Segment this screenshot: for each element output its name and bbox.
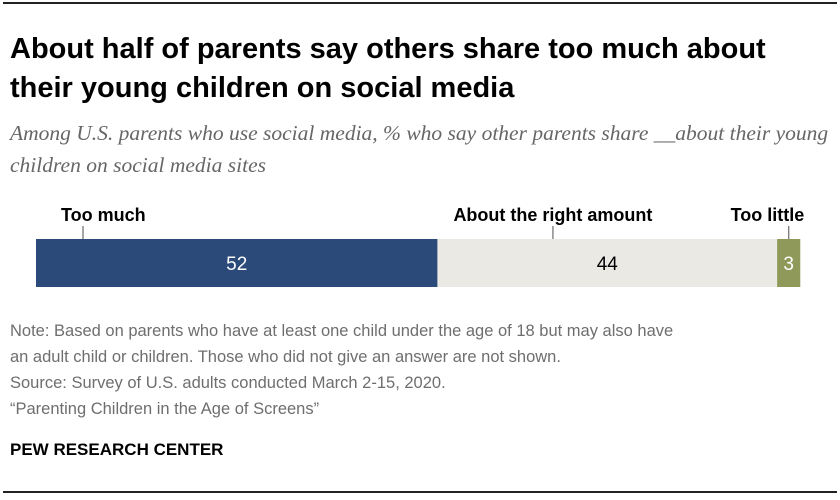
notes-block: Note: Based on parents who have at least… — [10, 318, 830, 422]
category-label-about-the-right-amount: About the right amount — [453, 205, 652, 225]
brand-name: PEW RESEARCH CENTER — [10, 440, 224, 459]
chart-subtitle: Among U.S. parents who use social media,… — [10, 121, 829, 177]
report-title-line: “Parenting Children in the Age of Screen… — [10, 400, 320, 418]
value-label-too-much: 52 — [226, 254, 247, 275]
bar-segment-about-the-right-amount — [437, 239, 778, 287]
bar-segment-too-little — [777, 239, 801, 287]
top-rule — [3, 2, 837, 4]
stacked-bar-chart: 52 Too much 44 About the right amount 3 Too l… — [0, 195, 840, 295]
bottom-rule — [3, 491, 837, 493]
category-label-too-much: Too much — [61, 205, 146, 225]
note-line-1: Note: Based on parents who have at least… — [10, 322, 674, 340]
source-line: Source: Survey of U.S. adults conducted … — [10, 374, 446, 392]
note-line-2: an adult child or children. Those who di… — [10, 348, 561, 366]
chart-title: About half of parents say others share t… — [10, 33, 766, 104]
category-label-too-little: Too little — [731, 205, 805, 225]
value-label-too-little: 3 — [783, 254, 794, 275]
chart-svg: 52 Too much 44 About the right amount 3 Too l… — [36, 205, 805, 287]
value-label-about-the-right-amount: 44 — [597, 254, 619, 275]
bar-segment-too-much — [36, 239, 438, 287]
